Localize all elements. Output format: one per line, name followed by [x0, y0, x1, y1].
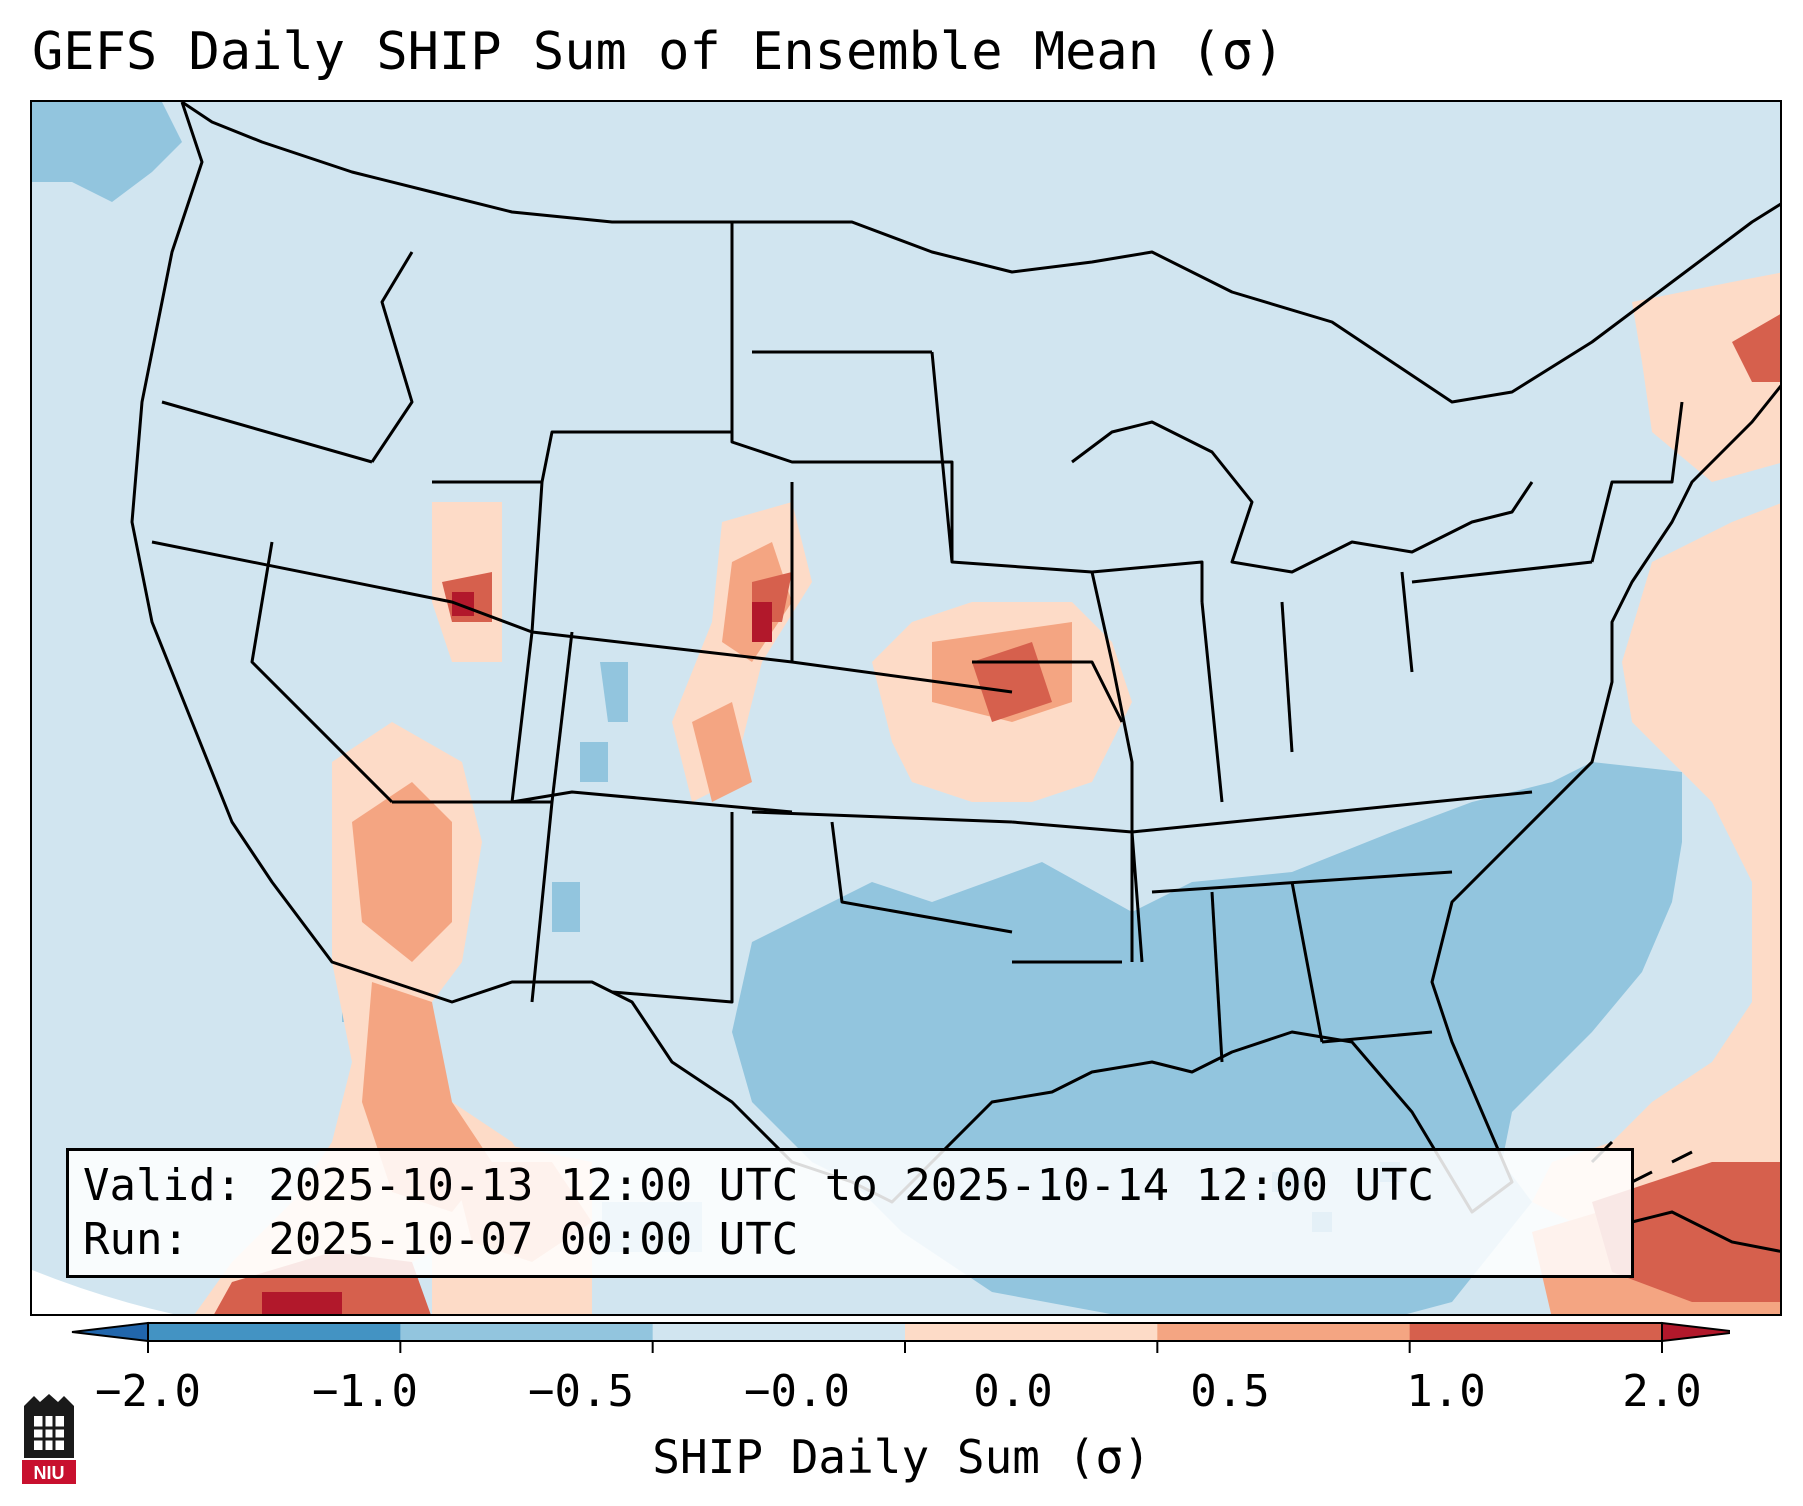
state-boundaries [130, 102, 1780, 1214]
colorbar-tick-label: 0.5 [1190, 1366, 1270, 1417]
colorado-negative-2 [580, 742, 608, 782]
colorbar-label: SHIP Daily Sum (σ) [652, 1430, 1151, 1484]
colorbar-extend-min [71, 1321, 149, 1343]
mexico-extreme [262, 1292, 342, 1314]
colorado-moderate [692, 702, 752, 802]
dakotas [730, 222, 954, 562]
colorbar-tick-label: 0.0 [973, 1366, 1053, 1417]
ks-ok [751, 810, 1013, 824]
colorbar-tick-label: 1.0 [1406, 1366, 1486, 1417]
colorbar-segment [400, 1323, 654, 1341]
colorbar-extend-max [1661, 1321, 1730, 1343]
domain-edge-left [32, 1270, 174, 1314]
or-ca-line [151, 540, 403, 594]
nw-corner-negative [32, 102, 182, 202]
colorbar-segment [1409, 1323, 1663, 1341]
chart-title: GEFS Daily SHIP Sum of Ensemble Mean (σ) [32, 22, 1285, 82]
ms-al [1210, 891, 1224, 1063]
ne-ks [791, 660, 1013, 694]
map-canvas [32, 102, 1780, 1314]
tn-south [1151, 870, 1453, 894]
nv-line [250, 541, 394, 804]
il-in [1200, 601, 1224, 803]
oh-pa [1400, 571, 1414, 673]
mn-ia [930, 351, 1093, 574]
wy-box [530, 481, 794, 664]
in-oh [1280, 601, 1294, 753]
logo-window-bars [34, 1416, 64, 1450]
pa-ny [1411, 560, 1593, 584]
co-box [550, 631, 574, 803]
colorbar-segment [905, 1323, 1158, 1341]
arizona-moderate [352, 782, 452, 962]
az-nm [392, 800, 554, 1003]
canada-border [181, 102, 1780, 404]
colorado-negative-1 [600, 662, 628, 722]
run-time-text: Run: 2025-10-07 00:00 UTC [83, 1214, 799, 1265]
colorbar-tick-label: −0.5 [528, 1366, 634, 1417]
great-lakes [1071, 420, 1534, 574]
map-panel [30, 100, 1782, 1316]
ut-co [401, 590, 793, 814]
arizona-negative [552, 882, 580, 932]
valid-time-text: Valid: 2025-10-13 12:00 UTC to 2025-10-1… [83, 1160, 1435, 1211]
new-england [1590, 401, 1684, 563]
colorbar-tick-label: −1.0 [312, 1366, 418, 1417]
wyoming-extreme [752, 602, 772, 642]
cuba-outline [1631, 1210, 1780, 1253]
ok-tx [830, 821, 1013, 934]
maine-strong-positive [1732, 314, 1780, 382]
colorbar-segment [1157, 1323, 1411, 1341]
cuba-strong-positive [1592, 1162, 1780, 1302]
idaho-extreme [452, 592, 474, 616]
colorbar-tick-label: 2.0 [1622, 1366, 1702, 1417]
wa-or-line [161, 400, 373, 464]
colorbar-tick-label: −0.0 [744, 1366, 850, 1417]
colorbar-segment [652, 1323, 906, 1341]
logo-window [34, 1416, 64, 1450]
colorbar-segment [148, 1323, 401, 1341]
al-ga [1290, 881, 1324, 1043]
niu-logo: NIU [22, 1394, 76, 1484]
mississippi [1090, 571, 1144, 963]
logo-text: NIU [34, 1463, 65, 1483]
atlantic-positive [1532, 503, 1780, 1314]
extreme-positive-regions [262, 592, 772, 1314]
colorbar-tick-label: −2.0 [95, 1366, 201, 1417]
nm-tx [611, 812, 734, 1004]
mt-south [432, 430, 732, 484]
ia-mo [972, 660, 1124, 723]
id-east [370, 251, 414, 463]
ga-fl [1321, 1030, 1433, 1044]
ky-tn [1131, 790, 1533, 834]
logo-banner [22, 1460, 76, 1484]
valid-time-box: Valid: 2025-10-13 12:00 UTC to 2025-10-1… [66, 1148, 1634, 1278]
conus-outline [130, 102, 1780, 1214]
colorbar [71, 1321, 1730, 1353]
wi-il [1091, 560, 1204, 602]
